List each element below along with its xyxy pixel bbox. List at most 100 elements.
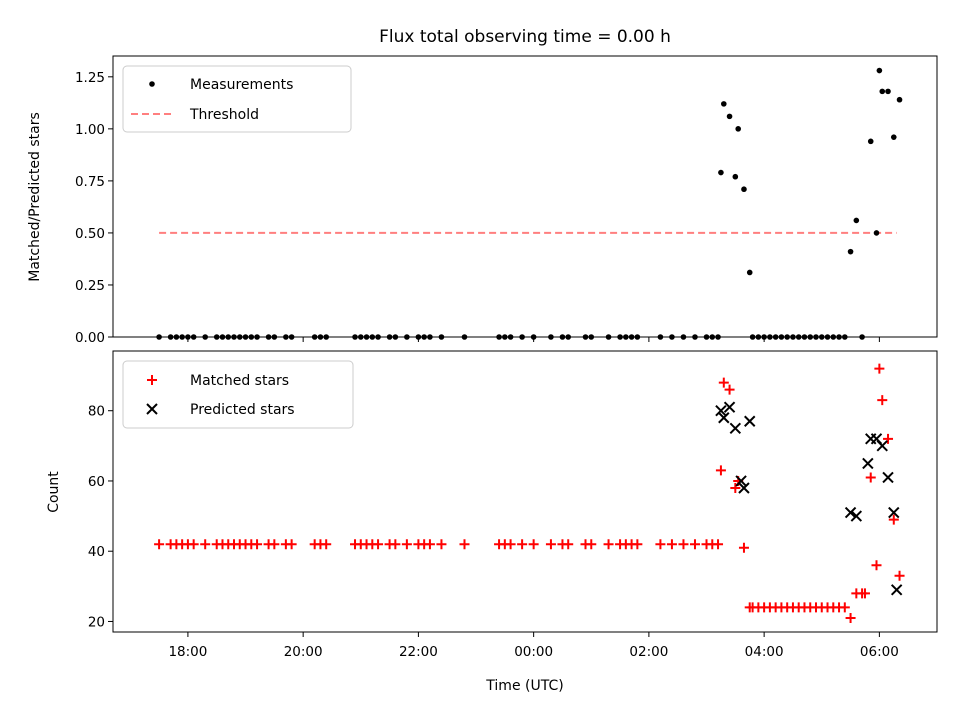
- legend-matched-label: Matched stars: [190, 373, 289, 389]
- measurement-point: [588, 334, 595, 340]
- matched-star-point: [689, 539, 700, 550]
- predicted-star-point: [888, 506, 900, 519]
- measurement-point: [173, 334, 180, 340]
- measurement-point: [885, 88, 891, 95]
- measurement-point: [669, 334, 675, 340]
- measurement-point: [680, 334, 687, 340]
- measurement-point: [565, 334, 572, 340]
- x-tick-label: 00:00: [514, 644, 553, 660]
- measurement-point: [427, 334, 433, 340]
- measurement-point: [628, 334, 635, 340]
- matched-star-point: [845, 612, 856, 623]
- measurement-point: [323, 334, 330, 340]
- matched-star-point: [666, 539, 677, 550]
- top-y-tick-label: 0.75: [75, 174, 105, 190]
- matched-star-point: [877, 395, 888, 406]
- matched-star-point: [865, 472, 876, 483]
- measurement-point: [847, 248, 854, 255]
- bottom-plot-frame: [112, 350, 938, 633]
- matched-star-point: [632, 539, 643, 550]
- measurement-point: [317, 334, 324, 340]
- measurement-point: [271, 334, 278, 340]
- measurement-point: [288, 334, 295, 340]
- measurement-point: [386, 334, 393, 340]
- matched-star-point: [505, 539, 516, 550]
- matched-star-point: [678, 539, 689, 550]
- predicted-star-points: [715, 401, 903, 596]
- matched-star-point: [436, 539, 447, 550]
- measurement-point: [375, 334, 381, 340]
- bottom-legend: Matched stars Predicted stars: [122, 360, 354, 429]
- top-plot: Matched/Predicted stars 0.00 0.25 0.50 0.75…: [27, 55, 938, 346]
- measurement-point: [404, 334, 410, 340]
- top-legend: Measurements Threshold: [122, 65, 352, 133]
- measurement-point: [213, 334, 220, 340]
- predicted-star-point: [882, 471, 894, 484]
- measurement-point: [519, 334, 525, 340]
- measurement-point: [718, 169, 724, 176]
- measurement-point: [879, 88, 886, 95]
- predicted-star-point: [723, 401, 736, 413]
- measurement-point: [202, 334, 208, 340]
- top-y-tick-label: 0.50: [75, 226, 105, 242]
- predicted-star-point: [718, 412, 730, 424]
- matched-star-point: [839, 602, 850, 613]
- matched-star-point: [718, 377, 729, 388]
- measurement-point: [634, 334, 641, 340]
- matched-star-point: [286, 539, 297, 550]
- measurement-point: [352, 334, 358, 340]
- matched-star-point: [252, 539, 263, 550]
- measurement-point: [438, 334, 445, 340]
- measurement-point: [185, 334, 191, 340]
- measurement-point: [755, 334, 762, 340]
- top-y-ticks: 0.00 0.25 0.50 0.75 1.00 1.25: [75, 70, 113, 346]
- x-tick-label: 06:00: [860, 644, 899, 660]
- measurement-point: [496, 334, 502, 340]
- measurement-point: [502, 334, 508, 340]
- matched-star-point: [424, 539, 435, 550]
- measurement-point: [415, 334, 422, 340]
- measurement-point: [283, 334, 289, 340]
- predicted-star-point: [744, 415, 756, 427]
- measurement-point: [795, 334, 802, 340]
- top-y-tick-label: 0.00: [75, 330, 105, 346]
- x-tick-label: 18:00: [168, 644, 207, 660]
- matched-star-point: [738, 542, 749, 553]
- matched-star-point: [528, 539, 539, 550]
- bottom-y-tick-label: 80: [88, 404, 105, 420]
- matched-star-point: [517, 539, 528, 550]
- matched-star-point: [871, 560, 882, 571]
- measurement-point: [617, 334, 623, 340]
- legend-measurements-label: Measurements: [190, 77, 293, 93]
- top-ylabel: Matched/Predicted stars: [27, 112, 43, 282]
- measurement-point: [824, 334, 831, 340]
- matched-star-points: [154, 363, 905, 623]
- bottom-ylabel: Count: [46, 471, 62, 513]
- measurement-point: [842, 334, 848, 340]
- measurement-point: [746, 269, 753, 276]
- measurement-point: [818, 334, 825, 340]
- measurement-point: [225, 334, 232, 340]
- measurement-point: [692, 334, 698, 340]
- measurement-point: [709, 334, 716, 340]
- matched-star-point: [888, 514, 899, 525]
- measurement-point: [461, 334, 468, 340]
- measurement-point: [623, 334, 629, 340]
- measurement-point: [741, 186, 747, 193]
- predicted-star-point: [738, 482, 750, 494]
- matched-star-point: [730, 482, 741, 493]
- top-legend-box: [122, 65, 352, 133]
- measurement-point: [179, 334, 185, 340]
- measurement-point: [790, 334, 796, 340]
- matched-star-point: [200, 539, 211, 550]
- matched-star-point: [373, 539, 384, 550]
- matched-star-point: [603, 539, 614, 550]
- measurement-point: [778, 334, 785, 340]
- measurement-point: [421, 334, 427, 340]
- xlabel: Time (UTC): [485, 678, 563, 694]
- measurement-point: [357, 334, 364, 340]
- measurement-point: [749, 334, 756, 340]
- top-y-tick-label: 1.00: [75, 122, 105, 138]
- measurement-point: [311, 334, 318, 340]
